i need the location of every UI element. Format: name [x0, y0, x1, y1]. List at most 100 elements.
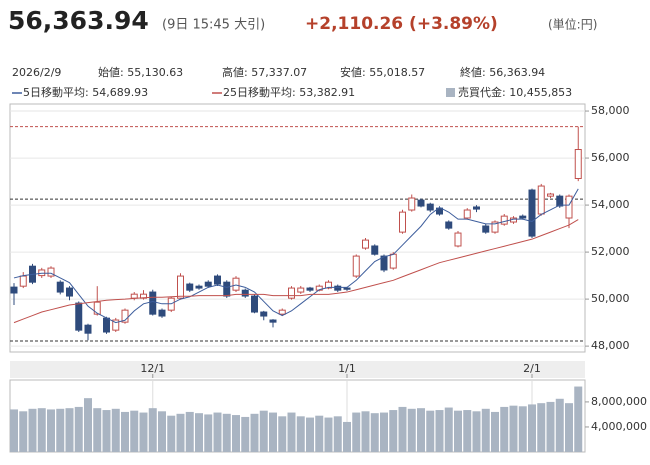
moving-average [13, 188, 579, 324]
volume-bar [121, 411, 129, 452]
volume-bar [204, 414, 213, 452]
candle-body [306, 287, 314, 291]
candle-body [556, 195, 564, 207]
candle-body [500, 215, 508, 225]
volume-bar [333, 416, 342, 452]
legend-label: 5日移動平均: 54,689.93 [23, 85, 148, 99]
volume-bar [19, 411, 28, 452]
candle-body [278, 309, 286, 315]
volume-bar [195, 413, 203, 452]
volume-bar [139, 412, 148, 452]
candle-body [223, 281, 231, 297]
volume-bar [74, 406, 83, 452]
candle-body [463, 209, 471, 219]
legend-swatch [446, 88, 455, 97]
volume-bar [389, 410, 398, 452]
volume-bar [370, 413, 379, 452]
volume-bar [380, 412, 388, 452]
volume-bar [130, 410, 139, 452]
volume-bar [56, 408, 65, 452]
summary-item: 安値: 55,018.57 [340, 65, 425, 79]
volume-bar [176, 413, 185, 452]
candle-body [195, 285, 203, 289]
volume-bar [93, 408, 102, 452]
volume-bar [463, 410, 472, 452]
price: 56,363.94 [8, 6, 149, 35]
candle-body [121, 309, 129, 323]
volume-bar [47, 409, 55, 452]
volume-bar [167, 415, 176, 452]
legend-label: 25日移動平均: 53,382.91 [223, 85, 355, 99]
volume-bar [102, 410, 111, 452]
candle-body [574, 149, 582, 180]
volume-bar [343, 421, 351, 452]
volume-bar [352, 412, 361, 452]
candle-body [56, 281, 64, 293]
candle-body [445, 221, 453, 229]
volume-bar [472, 411, 481, 452]
candle-body [417, 199, 425, 207]
volume-bar [454, 410, 462, 452]
candle-body [112, 319, 120, 331]
summary-item: 高値: 57,337.07 [222, 65, 307, 79]
volume-bar [296, 416, 305, 452]
candle-body [565, 195, 573, 219]
candle-body [66, 287, 73, 297]
candle-body [371, 245, 379, 255]
volume-bar [278, 416, 287, 452]
price-panel [9, 103, 586, 353]
volume-bar [250, 413, 259, 452]
summary-item: 始値: 55,130.63 [98, 65, 183, 79]
volume-bar [213, 412, 222, 452]
volume-bar [269, 412, 277, 452]
volume-bar [546, 401, 555, 452]
candle-body [325, 281, 332, 289]
x-tick-label: 2/1 [523, 362, 541, 375]
candle-body [362, 239, 369, 249]
x-tick-label: 1/1 [338, 362, 356, 375]
y-tick-label: 56,000 [591, 151, 630, 164]
candle-body [158, 309, 166, 317]
candle-body [204, 281, 212, 287]
candle-body [380, 255, 388, 271]
candle-body [399, 211, 406, 233]
change: +2,110.26 (+3.89%) [305, 14, 498, 34]
volume-bar [259, 410, 268, 452]
volume-bar [232, 415, 240, 452]
candle-body [352, 255, 360, 277]
moving-average [13, 219, 579, 324]
y-tick-label: 48,000 [591, 339, 630, 352]
volume-bar [565, 403, 573, 452]
candle-body [334, 285, 342, 291]
volume-bar [84, 398, 92, 452]
candle-body [19, 275, 27, 287]
candle-body [47, 267, 55, 277]
volume-bar [426, 410, 435, 452]
unit: (単位:円) [548, 17, 597, 32]
candle-body [214, 275, 221, 285]
volume-bar [10, 409, 18, 452]
date: 2026/2/9 [12, 66, 61, 79]
candle-body [75, 302, 83, 331]
volume-bar [185, 411, 194, 452]
time: (9日 15:45 大引) [162, 18, 265, 33]
volume-bar [398, 406, 407, 452]
candle-body [547, 193, 554, 197]
volume-bar [65, 408, 74, 452]
y-tick-label: 52,000 [591, 245, 630, 258]
candle-body [103, 317, 110, 333]
volume-bar [158, 411, 166, 452]
candle-body [436, 207, 443, 215]
y-tick-label: 4,000,000 [591, 420, 647, 433]
volume-bar [28, 408, 37, 452]
candle-body [251, 295, 258, 313]
candle-body [10, 286, 18, 294]
y-tick-label: 54,000 [591, 198, 630, 211]
candle-body [297, 287, 305, 293]
volume-bar [222, 413, 231, 452]
volume-bar [287, 412, 296, 452]
volume-bar [500, 406, 509, 452]
candle-body [288, 287, 295, 299]
volume-bar [37, 408, 46, 452]
